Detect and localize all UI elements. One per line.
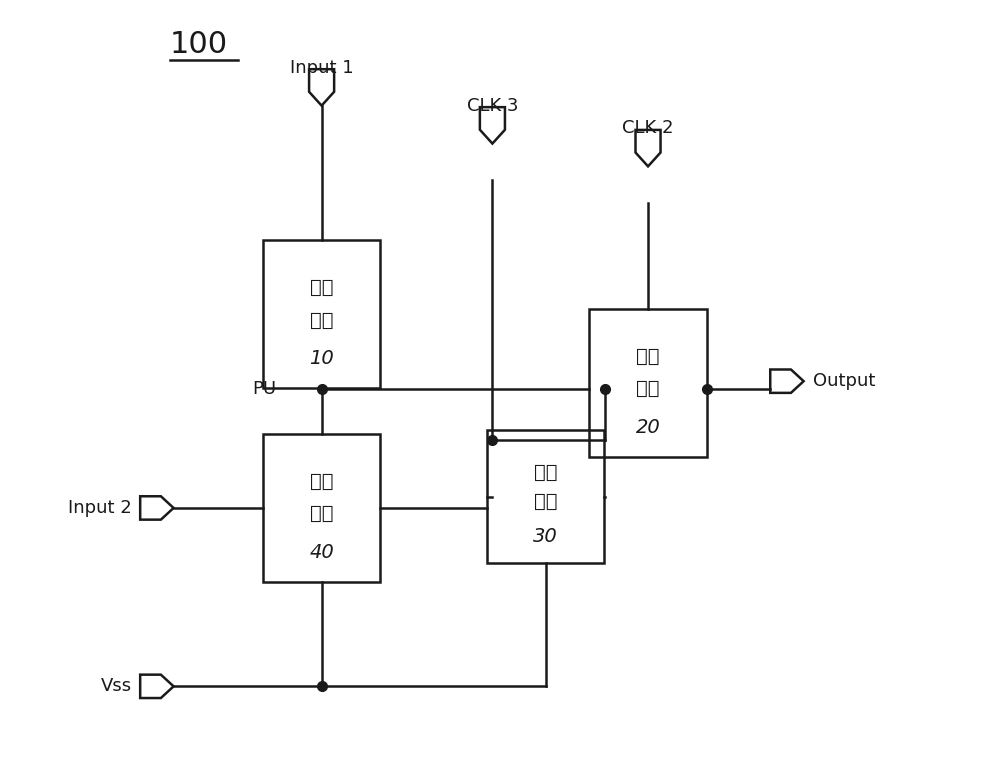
Text: 上拉: 上拉 [636, 346, 660, 366]
Text: 模块: 模块 [636, 379, 660, 398]
Text: PU: PU [252, 380, 276, 398]
Bar [589, 308, 707, 457]
Bar [487, 430, 604, 563]
Text: 40: 40 [309, 543, 334, 562]
Text: CLK 3: CLK 3 [467, 97, 518, 114]
Text: 模块: 模块 [310, 504, 333, 523]
Text: 模块: 模块 [534, 492, 557, 512]
Text: Vss: Vss [101, 677, 132, 696]
Text: 10: 10 [309, 349, 334, 368]
Text: Input 1: Input 1 [290, 59, 353, 77]
Text: 下拉: 下拉 [534, 463, 557, 482]
Bar [263, 434, 380, 582]
Text: 100: 100 [170, 30, 228, 60]
Text: 20: 20 [636, 417, 660, 437]
Text: CLK 2: CLK 2 [622, 119, 674, 138]
Text: 输入: 输入 [310, 278, 333, 298]
Text: Output: Output [813, 372, 875, 390]
Text: 复位: 复位 [310, 472, 333, 491]
Text: 模块: 模块 [310, 311, 333, 330]
Text: Input 2: Input 2 [68, 499, 132, 517]
Text: 30: 30 [533, 527, 558, 546]
Bar [263, 240, 380, 388]
